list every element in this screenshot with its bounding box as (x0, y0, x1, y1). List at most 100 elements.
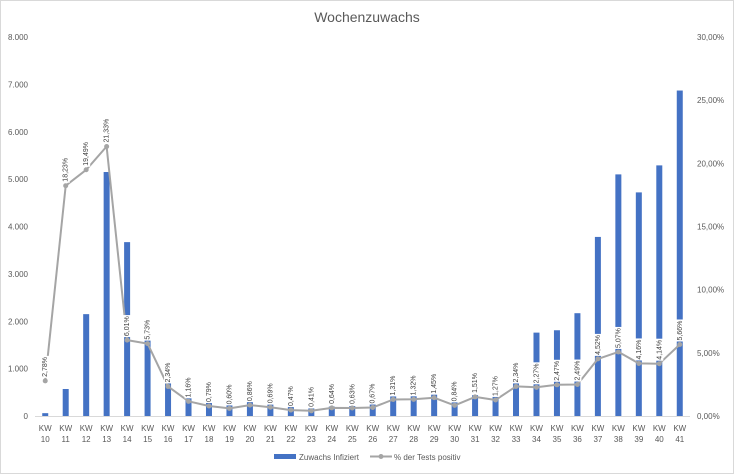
line-point (104, 144, 110, 150)
x-tick-label: 26 (368, 435, 377, 444)
bar (267, 404, 274, 416)
x-tick-label: KW (428, 424, 441, 433)
x-tick-label: KW (325, 424, 338, 433)
data-label-bg (368, 382, 377, 405)
x-tick-label: KW (366, 424, 379, 433)
x-tick-label: 24 (327, 435, 336, 444)
data-labels: 2,78% 18,23% 19,49% 21,33% 6,01% 5,73% 2,34% 1,… (41, 117, 684, 408)
x-tick-label: 33 (512, 435, 521, 444)
bar (492, 395, 499, 416)
x-tick-label: KW (264, 424, 277, 433)
x-tick-label: 12 (82, 435, 91, 444)
line-point (349, 405, 355, 411)
line-point (493, 397, 499, 403)
data-label-bg (348, 383, 357, 406)
line-point (554, 382, 560, 388)
y-right-tick-label: 20,00% (697, 159, 724, 168)
line-point (431, 395, 437, 401)
x-tick-label: KW (571, 424, 584, 433)
data-label-bg (450, 380, 459, 403)
bar (451, 400, 458, 416)
line-point (513, 383, 519, 389)
data-label-bg (143, 318, 152, 341)
data-label: 0,84% (452, 382, 459, 402)
chart-title: Wochenzuwachs (314, 9, 420, 25)
data-label-bg (614, 326, 623, 349)
x-tick-label: 41 (675, 435, 684, 444)
data-label: 1,45% (431, 374, 438, 394)
bar (328, 406, 335, 416)
x-tick-label: 16 (164, 435, 173, 444)
data-label-bg (225, 383, 234, 406)
line-point (370, 405, 376, 411)
x-tick-label: 11 (62, 435, 71, 444)
data-label-bg (102, 117, 111, 144)
line-point (226, 405, 232, 411)
y-right-tick-label: 25,00% (697, 96, 724, 105)
x-tick-label: KW (551, 424, 564, 433)
legend: Zuwachs Infiziert % der Tests positiv (274, 453, 461, 462)
bar (635, 192, 642, 416)
data-label: 2,27% (533, 363, 540, 383)
y-left-tick-label: 3.000 (8, 270, 29, 279)
bar (83, 314, 90, 416)
x-tick-label: KW (141, 424, 154, 433)
data-label-bg (430, 372, 439, 395)
x-tick-label: KW (407, 424, 420, 433)
x-tick-label: 18 (205, 435, 214, 444)
bar (472, 395, 479, 416)
line-point (83, 167, 89, 173)
x-tick-label: KW (489, 424, 502, 433)
x-tick-label: KW (182, 424, 195, 433)
line-point (595, 356, 601, 362)
legend-label-line: % der Tests positiv (394, 453, 461, 462)
x-tick-label: KW (387, 424, 400, 433)
x-tick-label: KW (59, 424, 72, 433)
bar-series (42, 90, 683, 416)
data-label: 19,49% (83, 142, 90, 166)
x-tick-label: 29 (430, 435, 439, 444)
x-tick-label: 17 (184, 435, 193, 444)
line-point (615, 349, 621, 355)
data-label: 0,86% (247, 381, 254, 401)
bar (390, 393, 397, 416)
data-label-bg (409, 374, 418, 397)
line-point (677, 341, 683, 347)
data-label: 0,41% (308, 387, 315, 407)
x-tick-label: 21 (266, 435, 275, 444)
line-point (390, 396, 396, 402)
x-tick-label: 20 (245, 435, 254, 444)
bar (410, 393, 417, 416)
bar (349, 406, 356, 416)
series-line (44, 145, 681, 412)
x-tick-label: KW (448, 424, 461, 433)
bar (144, 337, 151, 416)
bar (431, 393, 438, 416)
bar (615, 174, 622, 416)
bar (165, 379, 172, 416)
data-label-bg (286, 385, 295, 408)
data-label-bg (552, 359, 561, 382)
data-label-bg (593, 333, 602, 356)
x-tick-label: 39 (634, 435, 643, 444)
y-left-tick-label: 1.000 (8, 365, 29, 374)
y-left-tick-label: 8.000 (8, 33, 29, 42)
line-point (533, 384, 539, 390)
line-point (308, 408, 314, 414)
x-tick-label: 13 (102, 435, 111, 444)
data-label-bg (471, 371, 480, 394)
data-label: 1,51% (472, 373, 479, 393)
x-tick-label: KW (632, 424, 645, 433)
data-label: 1,31% (390, 376, 397, 396)
x-tick-label: KW (284, 424, 297, 433)
bar (656, 165, 663, 416)
data-label: 0,60% (226, 385, 233, 405)
data-label: 0,47% (288, 386, 295, 406)
x-tick-label: 14 (123, 435, 132, 444)
bar (594, 236, 601, 416)
line-series (42, 144, 683, 414)
data-label-bg (82, 140, 91, 167)
line-point (288, 407, 294, 413)
